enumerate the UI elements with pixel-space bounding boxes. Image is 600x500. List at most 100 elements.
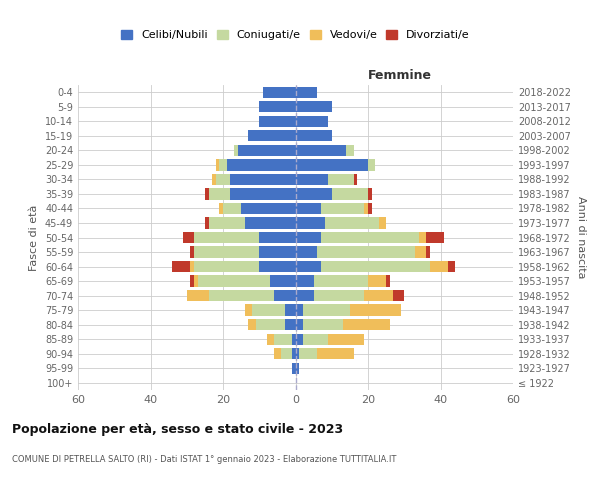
Bar (317, 246, 415, 258)
Bar (328, 334, 364, 345)
Bar (328, 174, 353, 185)
Bar (216, 174, 230, 185)
Bar (205, 188, 209, 200)
Bar (197, 276, 270, 286)
Bar (343, 319, 390, 330)
Bar (296, 86, 317, 98)
Bar (212, 174, 216, 185)
Bar (426, 246, 430, 258)
Y-axis label: Anni di nascita: Anni di nascita (577, 196, 586, 279)
Bar (325, 218, 379, 228)
Bar (252, 304, 284, 316)
Bar (248, 319, 256, 330)
Bar (314, 290, 364, 302)
Bar (209, 188, 230, 200)
Bar (223, 203, 241, 214)
Bar (368, 203, 371, 214)
Bar (296, 130, 332, 141)
Bar (220, 203, 223, 214)
Bar (353, 174, 357, 185)
Bar (284, 319, 296, 330)
Bar (259, 116, 296, 127)
Bar (259, 246, 296, 258)
Bar (296, 218, 325, 228)
Bar (245, 218, 296, 228)
Bar (296, 304, 303, 316)
Bar (303, 304, 350, 316)
Bar (430, 261, 448, 272)
Bar (259, 101, 296, 112)
Bar (190, 276, 194, 286)
Bar (296, 362, 299, 374)
Bar (190, 246, 194, 258)
Bar (194, 246, 259, 258)
Bar (296, 232, 321, 243)
Text: Femmine: Femmine (368, 69, 432, 82)
Bar (292, 334, 296, 345)
Bar (296, 159, 368, 170)
Y-axis label: Fasce di età: Fasce di età (29, 204, 39, 270)
Bar (259, 232, 296, 243)
Legend: Celibi/Nubili, Coniugati/e, Vedovi/e, Divorziati/e: Celibi/Nubili, Coniugati/e, Vedovi/e, Di… (121, 30, 470, 40)
Bar (296, 348, 299, 360)
Bar (368, 188, 371, 200)
Bar (270, 276, 296, 286)
Bar (321, 203, 364, 214)
Bar (296, 246, 317, 258)
Bar (314, 276, 368, 286)
Bar (194, 276, 197, 286)
Bar (234, 144, 238, 156)
Bar (296, 290, 314, 302)
Bar (296, 101, 332, 112)
Bar (256, 319, 284, 330)
Bar (190, 261, 194, 272)
Bar (296, 174, 328, 185)
Bar (303, 334, 328, 345)
Bar (448, 261, 455, 272)
Bar (209, 218, 245, 228)
Bar (350, 304, 401, 316)
Bar (274, 334, 292, 345)
Bar (426, 232, 444, 243)
Bar (296, 116, 328, 127)
Bar (205, 218, 209, 228)
Text: COMUNE DI PETRELLA SALTO (RI) - Dati ISTAT 1° gennaio 2023 - Elaborazione TUTTIT: COMUNE DI PETRELLA SALTO (RI) - Dati IST… (12, 455, 397, 464)
Bar (379, 218, 386, 228)
Bar (187, 290, 209, 302)
Bar (364, 203, 368, 214)
Bar (321, 261, 430, 272)
Bar (227, 159, 296, 170)
Bar (183, 232, 194, 243)
Bar (238, 144, 296, 156)
Bar (296, 276, 314, 286)
Bar (194, 232, 259, 243)
Bar (364, 290, 394, 302)
Bar (296, 203, 321, 214)
Bar (230, 188, 296, 200)
Bar (274, 348, 281, 360)
Bar (266, 334, 274, 345)
Bar (299, 348, 317, 360)
Bar (281, 348, 292, 360)
Bar (321, 232, 419, 243)
Bar (274, 290, 296, 302)
Bar (259, 261, 296, 272)
Bar (284, 304, 296, 316)
Bar (220, 159, 227, 170)
Bar (263, 86, 296, 98)
Bar (172, 261, 190, 272)
Bar (296, 334, 303, 345)
Bar (209, 290, 274, 302)
Bar (296, 144, 346, 156)
Bar (241, 203, 296, 214)
Bar (346, 144, 353, 156)
Bar (296, 319, 303, 330)
Bar (230, 174, 296, 185)
Bar (296, 261, 321, 272)
Bar (303, 319, 343, 330)
Bar (368, 159, 375, 170)
Bar (368, 276, 386, 286)
Bar (332, 188, 368, 200)
Bar (394, 290, 404, 302)
Bar (292, 362, 296, 374)
